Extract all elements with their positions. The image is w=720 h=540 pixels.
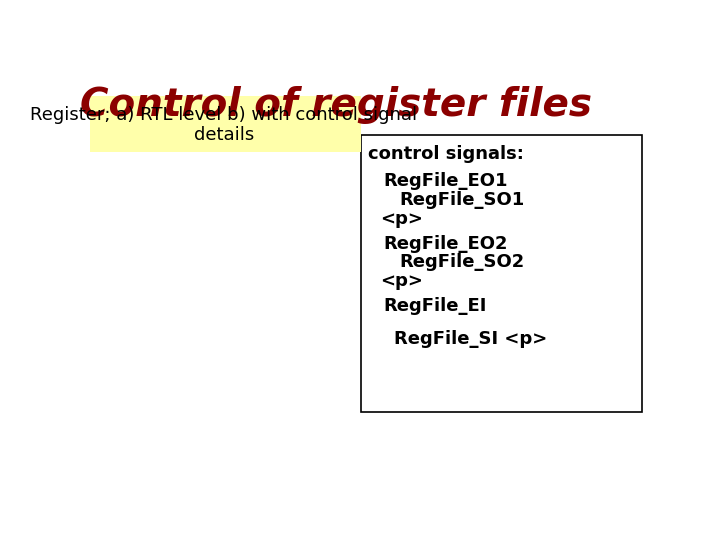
Text: Control of register files: Control of register files: [79, 85, 592, 124]
Text: RegFile_SO1: RegFile_SO1: [400, 191, 525, 209]
Text: RegFile_EO1: RegFile_EO1: [383, 172, 508, 190]
Text: RegFile_SO2: RegFile_SO2: [400, 253, 525, 271]
FancyBboxPatch shape: [90, 96, 361, 152]
Text: RegFile_SI <p>: RegFile_SI <p>: [394, 330, 547, 348]
Text: control signals:: control signals:: [368, 145, 523, 163]
Text: RegFile_EI: RegFile_EI: [383, 297, 486, 315]
Text: <p>: <p>: [380, 210, 423, 228]
FancyBboxPatch shape: [361, 136, 642, 412]
Text: <p>: <p>: [380, 272, 423, 290]
Text: RegFile_EO2: RegFile_EO2: [383, 234, 508, 253]
Text: Register; a) RTL level b) with control signal
details: Register; a) RTL level b) with control s…: [30, 106, 418, 145]
